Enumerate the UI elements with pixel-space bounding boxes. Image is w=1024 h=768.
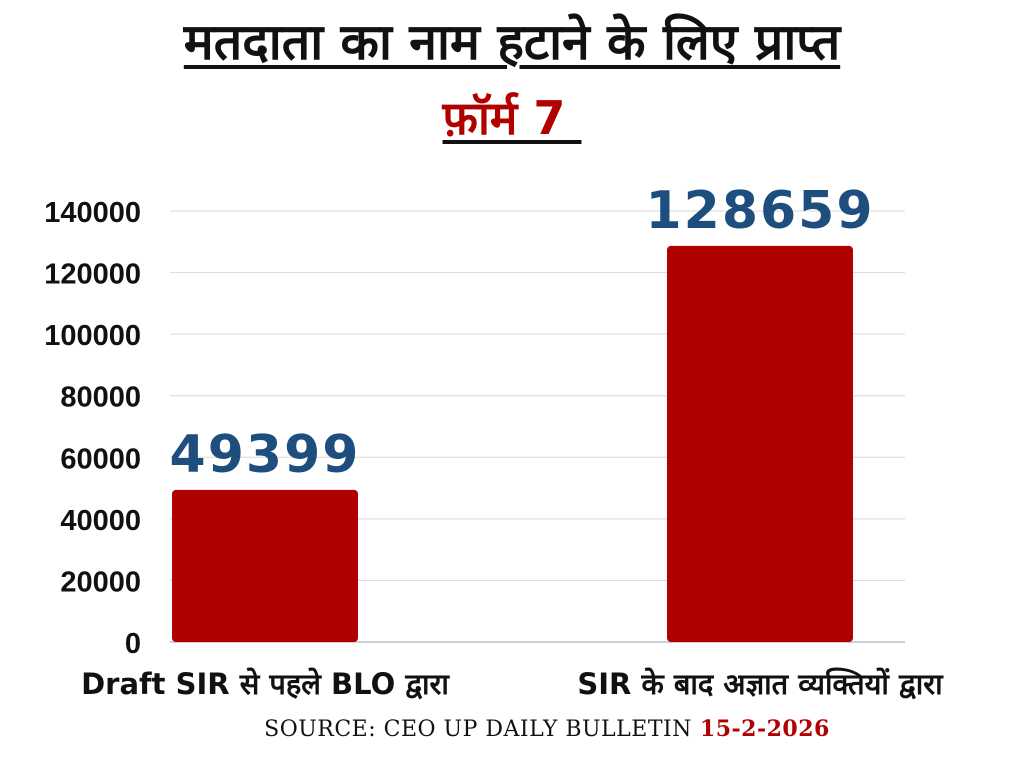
y-tick-label: 40000: [60, 505, 141, 537]
source-note: SOURCE: CEO UP DAILY BULLETIN 15-2-2026: [0, 716, 1024, 742]
y-tick-label: 60000: [60, 443, 141, 475]
y-tick-label: 120000: [44, 259, 141, 291]
chart-subtitle: फ़ॉर्म 7: [442, 91, 582, 145]
chart-title: मतदाता का नाम हटाने के लिए प्राप्त: [183, 13, 841, 71]
y-tick-label: 80000: [60, 382, 141, 414]
x-tick-label: Draft SIR से पहले BLO द्वारा: [81, 667, 450, 701]
bar: [667, 245, 853, 643]
source-text: SOURCE: CEO UP DAILY BULLETIN: [264, 717, 692, 742]
y-tick-label: 0: [125, 628, 141, 660]
data-label: 49399: [170, 425, 361, 485]
x-tick-label: SIR के बाद अज्ञात व्यक्तियों द्वारा: [577, 667, 944, 701]
data-label: 128659: [645, 181, 874, 241]
source-date: 15-2-2026: [699, 716, 830, 742]
y-tick-label: 20000: [60, 566, 141, 598]
bar: [172, 489, 358, 642]
y-tick-label: 100000: [44, 320, 141, 352]
y-tick-label: 140000: [44, 197, 141, 229]
